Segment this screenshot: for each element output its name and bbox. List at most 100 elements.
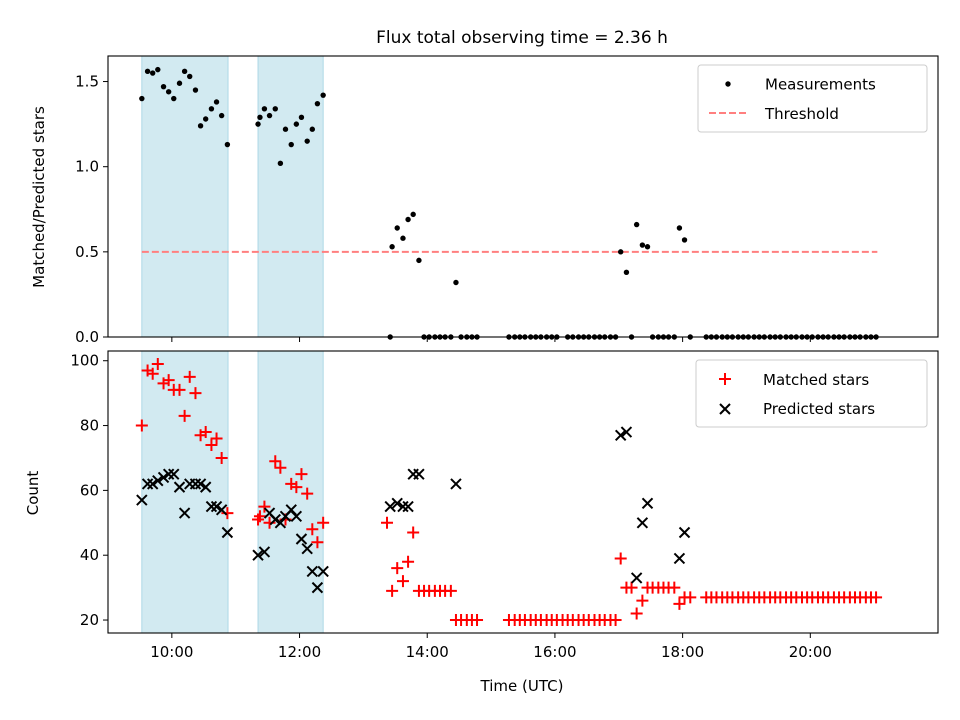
matched-star-point bbox=[253, 510, 266, 523]
matched-star-point bbox=[173, 383, 186, 396]
measurement-point bbox=[208, 106, 215, 112]
bottom-panel: 10:00 12:00 14:00 16:00 18:00 20:00 20 40 60 80 10… bbox=[24, 350, 939, 695]
top-y-tick-label: 1.0 bbox=[75, 158, 99, 176]
predicted-star-point bbox=[215, 504, 228, 516]
predicted-star-point bbox=[194, 478, 207, 490]
measurement-point bbox=[416, 257, 422, 264]
predicted-star-point bbox=[630, 572, 643, 584]
top-y-tick-label: 0.5 bbox=[75, 243, 99, 261]
matched-star-point bbox=[407, 526, 420, 539]
matched-star-point bbox=[471, 614, 484, 627]
matched-star-point bbox=[274, 461, 287, 474]
measurement-point bbox=[288, 141, 294, 148]
predicted-star-point bbox=[402, 500, 414, 513]
x-tick-label: 18:00 bbox=[661, 643, 704, 661]
matched-star-point bbox=[205, 439, 218, 451]
measurement-point bbox=[320, 92, 326, 98]
matched-star-point bbox=[215, 451, 228, 464]
bottom-y-axis-label: Count bbox=[24, 471, 42, 516]
x-tick-label: 16:00 bbox=[533, 643, 576, 661]
matched-star-point bbox=[221, 507, 234, 520]
measurement-point bbox=[410, 211, 416, 218]
bottom-legend: Matched stars Predicted stars bbox=[695, 359, 928, 428]
predicted-star-point bbox=[173, 481, 186, 493]
measurement-point bbox=[139, 95, 145, 102]
legend-measurements-marker bbox=[725, 81, 731, 87]
matched-star-point bbox=[151, 357, 164, 370]
predicted-star-point bbox=[311, 581, 324, 594]
measurement-point bbox=[277, 160, 284, 166]
measurement-point bbox=[218, 112, 225, 119]
x-tick-label: 10:00 bbox=[150, 643, 193, 661]
matched-star-point bbox=[636, 594, 649, 607]
measurement-point bbox=[165, 89, 172, 95]
shaded-interval-1 bbox=[257, 350, 324, 634]
matched-star-point bbox=[402, 555, 415, 568]
matched-star-point bbox=[444, 584, 457, 597]
measurement-point bbox=[639, 242, 646, 248]
measurement-point bbox=[176, 80, 183, 86]
measurement-point bbox=[266, 112, 273, 119]
predicted-star-point bbox=[450, 478, 462, 490]
predicted-star-point bbox=[673, 552, 686, 565]
measurement-point bbox=[197, 123, 204, 129]
predicted-star-point bbox=[162, 468, 175, 480]
measurement-point bbox=[257, 114, 263, 121]
measurement-point bbox=[272, 106, 278, 112]
matched-star-point bbox=[199, 426, 212, 439]
matched-star-point bbox=[391, 562, 404, 575]
legend-matched-label: Matched stars bbox=[763, 371, 869, 389]
matched-star-point bbox=[609, 614, 622, 627]
predicted-star-point bbox=[391, 497, 403, 510]
legend-predicted-label: Predicted stars bbox=[763, 400, 875, 418]
measurement-point bbox=[261, 106, 268, 112]
predicted-star-point bbox=[636, 517, 649, 529]
predicted-star-point bbox=[221, 526, 234, 539]
bottom-legend-box bbox=[695, 359, 928, 428]
x-tick-label: 20:00 bbox=[789, 643, 832, 661]
matched-star-point bbox=[630, 607, 643, 620]
matched-star-point bbox=[290, 481, 303, 494]
matched-stars-series bbox=[135, 357, 883, 627]
measurement-point bbox=[224, 141, 231, 148]
top-y-tick-label: 0.0 bbox=[75, 328, 99, 346]
measurement-point bbox=[314, 100, 321, 107]
measurement-point bbox=[149, 70, 156, 76]
shaded-interval-1 bbox=[257, 55, 324, 338]
shaded-interval-0 bbox=[141, 55, 229, 338]
predicted-star-point bbox=[205, 500, 218, 513]
top-y-axis-label: Matched/Predicted stars bbox=[30, 106, 48, 288]
chart-title: Flux total observing time = 2.36 h bbox=[376, 28, 668, 48]
matched-star-point bbox=[178, 409, 191, 422]
matched-star-point bbox=[135, 419, 148, 432]
measurement-point bbox=[400, 235, 406, 241]
matched-star-point bbox=[684, 591, 697, 604]
bottom-ticks: 10:00 12:00 14:00 16:00 18:00 20:00 20 40 60 80 10… bbox=[70, 352, 832, 661]
measurement-point bbox=[394, 225, 400, 231]
predicted-star-point bbox=[136, 494, 148, 506]
measurement-point bbox=[405, 216, 411, 223]
measurement-point bbox=[187, 73, 193, 80]
measurement-point bbox=[160, 83, 167, 90]
measurement-point bbox=[202, 116, 209, 122]
top-legend: Measurements Threshold bbox=[697, 64, 928, 133]
top-shaded-intervals bbox=[141, 55, 324, 338]
legend-matched-marker bbox=[719, 373, 731, 385]
top-legend-box bbox=[697, 64, 928, 133]
top-panel: 0.0 0.5 1.0 1.5 Matched/Predicted stars Mea… bbox=[30, 55, 939, 346]
predicted-star-point bbox=[141, 478, 154, 490]
matched-star-point bbox=[311, 536, 324, 549]
predicted-star-point bbox=[258, 546, 271, 558]
matched-star-point bbox=[396, 575, 409, 588]
legend-predicted-marker bbox=[719, 403, 731, 415]
predicted-star-point bbox=[614, 429, 627, 441]
measurement-point bbox=[389, 244, 395, 250]
measurement-point bbox=[617, 249, 624, 255]
measurement-point bbox=[623, 269, 630, 275]
predicted-star-point bbox=[317, 565, 329, 578]
measurement-point bbox=[282, 126, 289, 132]
top-y-tick-label: 1.5 bbox=[75, 73, 99, 91]
bottom-y-tick-label: 40 bbox=[80, 546, 99, 564]
predicted-star-point bbox=[146, 478, 159, 490]
predicted-star-point bbox=[384, 500, 396, 513]
